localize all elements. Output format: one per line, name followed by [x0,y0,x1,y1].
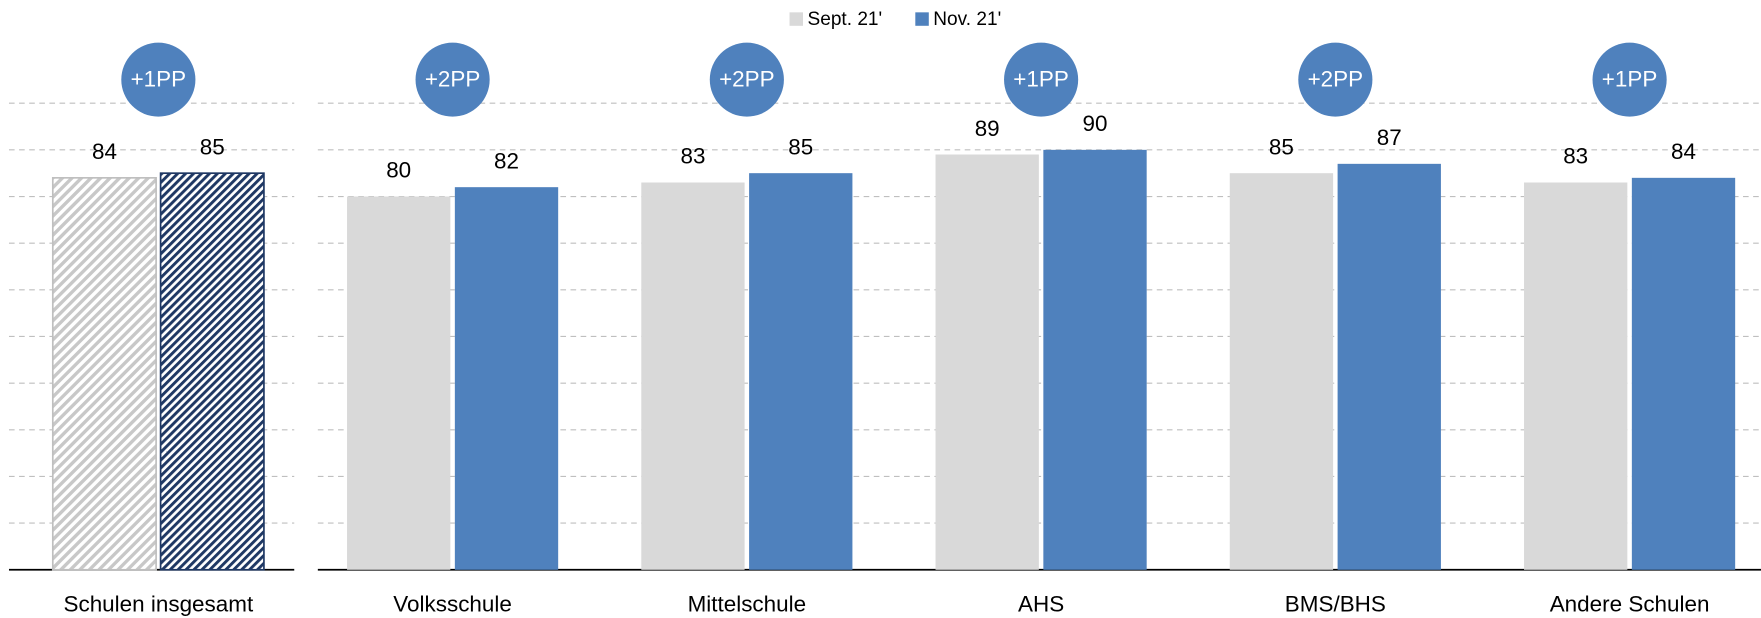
bar [749,173,853,570]
value-label: 82 [494,148,519,173]
value-label: 84 [1671,139,1696,164]
annotation: +2PP [719,67,775,92]
x-tick-label: AHS [1018,592,1064,617]
bar [1524,182,1628,570]
bar [1631,177,1736,570]
value-label: 84 [92,139,117,164]
bar [51,176,157,571]
value-label: 85 [1269,134,1294,159]
annotation-badge [1592,42,1667,117]
annotation-badge [415,42,490,117]
bar [159,172,265,571]
legend-swatch [915,12,929,26]
value-label: 87 [1377,125,1402,150]
value-label: 85 [200,134,225,159]
legend-swatch [789,12,804,26]
x-tick-label: Volksschule [393,592,512,617]
bar [347,196,451,570]
value-label: 83 [680,144,705,169]
annotation-badge [121,42,196,117]
x-tick-label: BMS/BHS [1285,592,1386,617]
legend-label: Nov. 21' [933,9,1001,30]
annotation: +1PP [1602,67,1658,92]
value-label: 90 [1083,111,1108,136]
value-label: 83 [1563,144,1588,169]
bar [454,187,559,570]
annotation: +2PP [1308,67,1364,92]
bar [1337,163,1441,570]
annotation-badge [709,42,784,117]
annotation: +1PP [1013,67,1069,92]
annotation-badge [1004,42,1079,117]
bar [1229,173,1334,570]
value-label: 80 [386,158,411,183]
value-label: 85 [788,134,813,159]
x-tick-label: Schulen insgesamt [63,592,253,617]
value-label: 89 [975,116,1000,141]
annotation: +1PP [131,67,187,92]
bar [935,154,1039,570]
legend-label: Sept. 21' [807,9,882,30]
x-tick-label: Mittelschule [688,592,807,617]
annotation: +2PP [425,67,481,92]
bar [641,182,745,570]
x-tick-label: Andere Schulen [1550,592,1710,617]
bar [1043,149,1147,570]
annotation-badge [1298,42,1373,117]
